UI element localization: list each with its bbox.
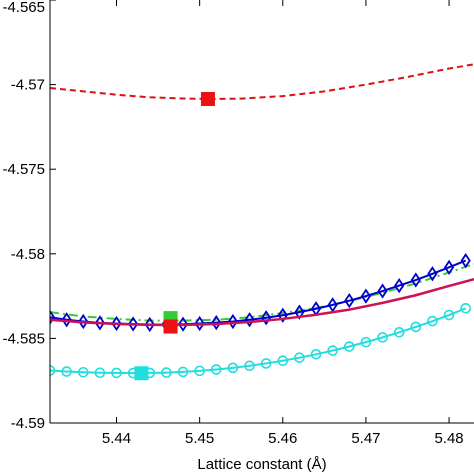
circle-marker [210, 364, 222, 375]
x-tick-label: 5.47 [351, 430, 380, 447]
circle-marker [427, 315, 438, 327]
circle-marker [310, 349, 322, 360]
diamond-marker [111, 315, 122, 332]
circle-marker [61, 366, 72, 377]
diamond-marker [360, 288, 372, 304]
series-layer [50, 63, 474, 381]
circle-marker [227, 362, 239, 374]
x-tick-label: 5.45 [185, 430, 214, 447]
series-line-0 [50, 63, 474, 100]
diamond-marker [277, 307, 288, 323]
series-line-1 [50, 263, 474, 322]
diamond-marker [410, 272, 421, 288]
diamond-marker [344, 293, 355, 309]
y-tick-label: -4.575 [2, 161, 45, 178]
diamond-marker [443, 259, 455, 275]
diamond-marker [244, 312, 255, 328]
circle-marker [377, 332, 388, 343]
series-line-4 [50, 307, 467, 375]
circle-marker [294, 352, 305, 363]
series-line-2 [50, 259, 467, 326]
circle-marker [410, 321, 422, 333]
circle-marker [244, 360, 255, 372]
y-tick-label: -4.585 [2, 330, 45, 347]
diamond-marker [294, 304, 305, 320]
circle-marker [327, 345, 338, 356]
diamond-marker [394, 277, 405, 294]
circle-marker [50, 365, 56, 376]
diamond-marker [460, 252, 471, 269]
circle-marker [443, 309, 455, 321]
series-line-3 [50, 277, 474, 327]
circle-marker [260, 358, 272, 369]
diamond-marker [327, 297, 338, 313]
diamond-marker [377, 283, 388, 299]
circle-marker [343, 341, 355, 352]
diamond-marker [78, 313, 89, 330]
diamond-marker [211, 315, 222, 331]
y-tick-label: -4.565 [2, 0, 45, 16]
diamond-marker [128, 316, 139, 332]
x-tick-label: 5.44 [102, 430, 131, 447]
diamond-marker [94, 315, 105, 331]
diamond-marker [144, 316, 155, 333]
x-tick-label: 5.48 [434, 430, 463, 447]
y-tick-label: -4.57 [11, 77, 45, 94]
circle-marker [460, 302, 471, 314]
minimum-marker-3 [163, 319, 178, 334]
y-tick-label: -4.59 [11, 415, 45, 432]
circle-marker [277, 355, 289, 367]
circle-marker [177, 366, 189, 378]
diamond-marker [427, 266, 438, 282]
minimum-marker-4 [134, 366, 149, 381]
minimum-marker-0 [200, 91, 215, 106]
diamond-marker [227, 313, 238, 330]
diamond-marker [61, 312, 72, 328]
circle-marker [77, 366, 89, 378]
diamond-marker [177, 316, 189, 332]
circle-marker [111, 367, 122, 379]
diamond-marker [50, 309, 56, 325]
circle-marker [161, 367, 172, 378]
label-layer: Lattice constant (Å) [197, 456, 326, 473]
diamond-marker [261, 310, 272, 326]
x-tick-label: 5.46 [268, 430, 297, 447]
y-tick-label: -4.58 [11, 246, 45, 263]
diamond-marker [194, 315, 205, 332]
circle-marker [94, 367, 106, 379]
circle-marker [360, 336, 372, 348]
circle-marker [194, 365, 205, 377]
axes-layer: 5.44 5.45 5.46 5.47 5.48 -4.565 -4.57 -4.575 -4.… [2, 0, 474, 447]
x-axis-label: Lattice constant (Å) [197, 456, 326, 473]
circle-marker [393, 327, 405, 338]
